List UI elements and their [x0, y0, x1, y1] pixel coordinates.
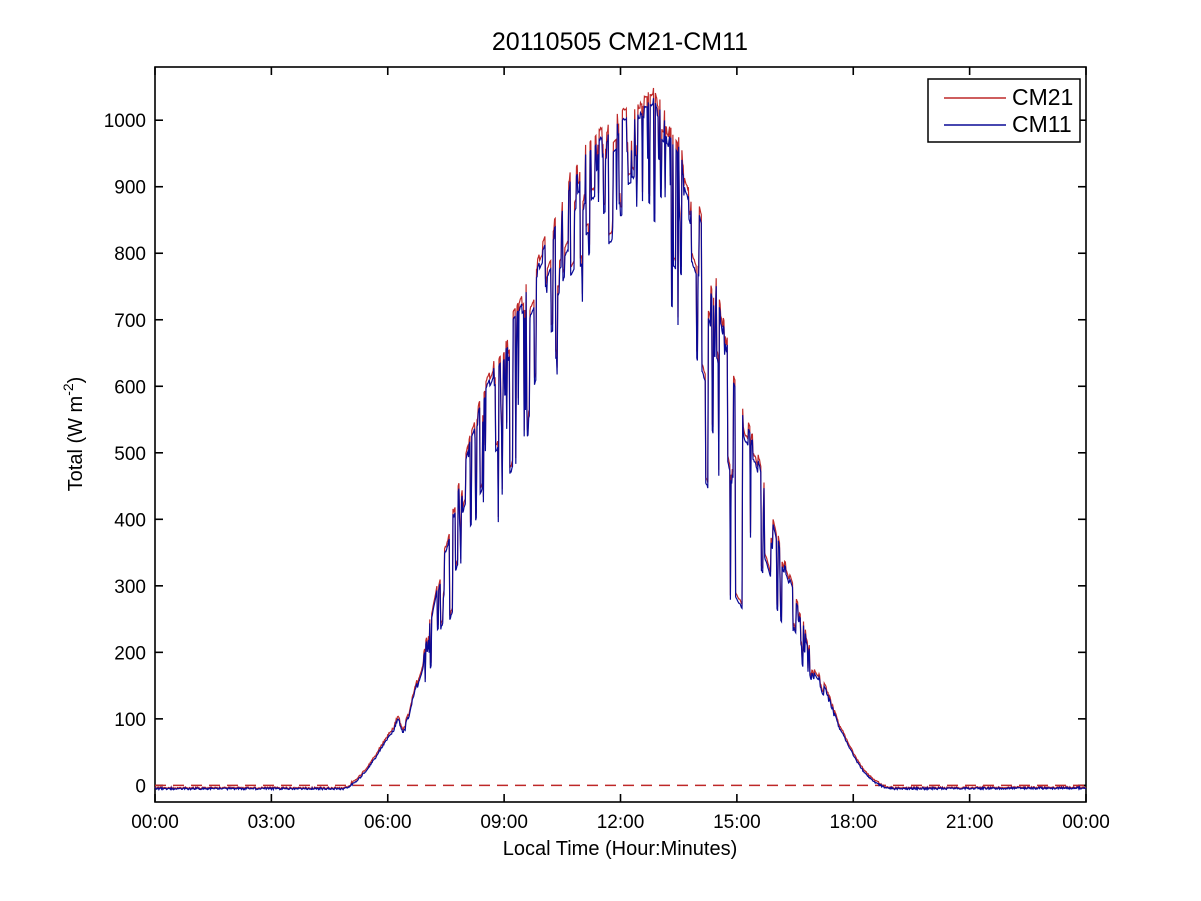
- y-tick-label: 800: [114, 244, 146, 265]
- chart-title: 20110505 CM21-CM11: [492, 28, 748, 56]
- y-tick-label: 900: [114, 178, 146, 199]
- y-tick-label: 1000: [104, 111, 146, 132]
- legend: CM21 CM11: [927, 78, 1081, 143]
- x-tick-label: 12:00: [597, 812, 645, 833]
- x-tick-label: 15:00: [713, 812, 761, 833]
- x-tick-label: 03:00: [248, 812, 296, 833]
- x-tick-label: 00:00: [131, 812, 179, 833]
- x-axis-label: Local Time (Hour:Minutes): [503, 838, 738, 860]
- y-tick-label: 400: [114, 510, 146, 531]
- x-tick-label: 06:00: [364, 812, 412, 833]
- y-tick-label: 0: [135, 776, 146, 797]
- y-tick-label: 300: [114, 577, 146, 598]
- y-axis-label: Total (W m-2): [60, 377, 87, 492]
- x-tick-label: 21:00: [946, 812, 994, 833]
- y-axis-label-close: ): [65, 377, 87, 384]
- cm11-series-line: [154, 98, 1087, 792]
- y-tick-label: 100: [114, 710, 146, 731]
- series-layer: [154, 87, 1087, 792]
- legend-box: [927, 78, 1081, 143]
- y-axis-label-main: Total (W m: [65, 396, 87, 492]
- legend-cm11-label: CM11: [1012, 111, 1072, 137]
- y-tick-label: 600: [114, 377, 146, 398]
- axes-layer: 00:00 03:00 06:00 09:00 12:00 15:00 18:00 21:00…: [104, 67, 1110, 833]
- legend-cm21-label: CM21: [1012, 84, 1073, 110]
- x-tick-label: 00:00: [1062, 812, 1110, 833]
- plot-area: [154, 66, 1087, 803]
- y-tick-label: 700: [114, 311, 146, 332]
- y-tick-label: 500: [114, 444, 146, 465]
- x-tick-label: 18:00: [829, 812, 877, 833]
- x-tick-label: 09:00: [480, 812, 528, 833]
- y-axis-label-superscript: -2: [60, 383, 76, 396]
- cm21-series-line: [154, 87, 1087, 791]
- y-tick-label: 200: [114, 643, 146, 664]
